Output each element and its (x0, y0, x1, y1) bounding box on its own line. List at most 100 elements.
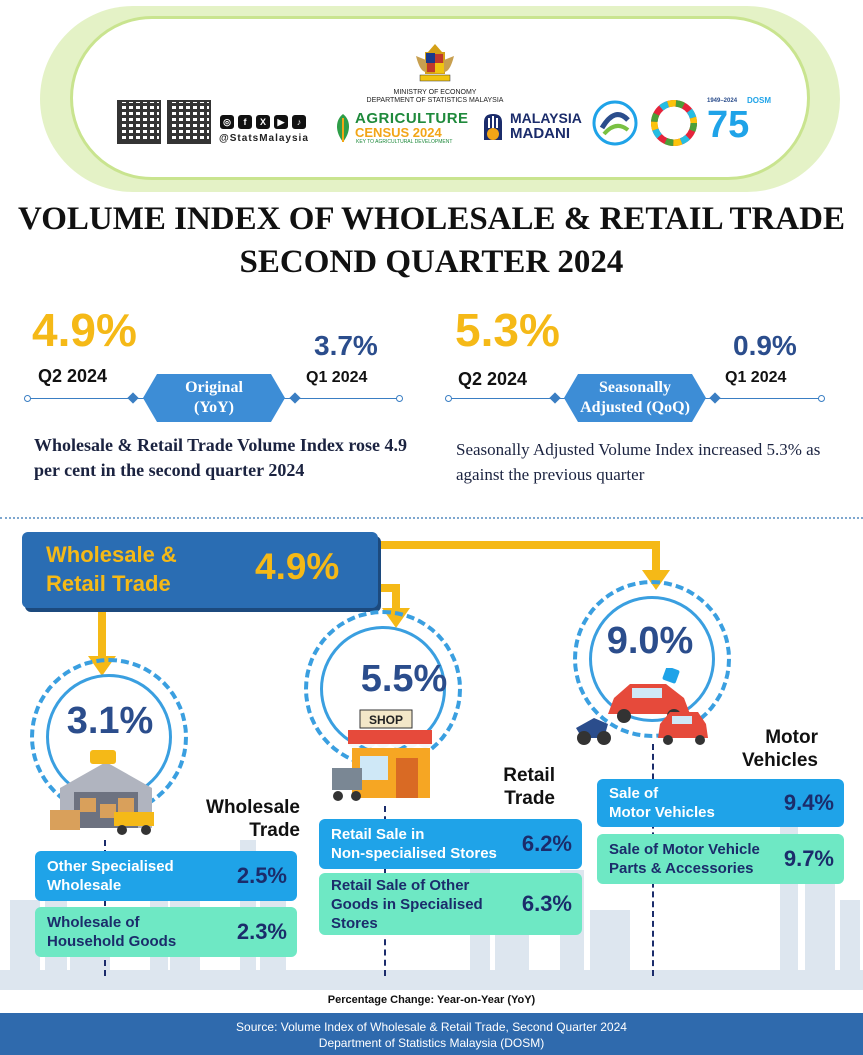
timeline-diamond (549, 392, 561, 404)
motor-ring (573, 580, 731, 738)
vehicles-icon (576, 668, 708, 745)
agriculture-census-tagline: KEY TO AGRICULTURAL DEVELOPMENT (356, 139, 453, 145)
arrow-to-motor-v (652, 541, 660, 575)
card-label-line1: Retail Sale in (331, 826, 425, 843)
card-label: Other Specialised Wholesale (47, 857, 174, 895)
seasonal-q1-label: Q1 2024 (725, 369, 787, 386)
seasonal-q1-pct: 0.9% (733, 330, 797, 361)
card-pct: 6.2% (521, 831, 572, 856)
card-pct: 9.4% (783, 790, 834, 815)
card-label-line1: Sale of Motor Vehicle (609, 841, 760, 858)
motor-name-line2: Vehicles (741, 750, 818, 771)
card-label: Retail Sale of Other Goods in Specialise… (331, 876, 483, 933)
ministry-name: MINISTRY OF ECONOMY (393, 89, 477, 96)
retail-name-line2: Trade (504, 788, 555, 809)
card-label-line2: Motor Vehicles (609, 804, 715, 821)
section-divider (0, 517, 863, 519)
footnote: Percentage Change: Year-on-Year (YoY) (327, 994, 536, 1006)
card-label: Sale of Motor Vehicles (609, 784, 715, 822)
arrow-to-retail-v (392, 584, 400, 614)
card-label-line2: Non-specialised Stores (331, 845, 497, 862)
warehouse-icon (50, 750, 154, 835)
wholesale-name-line1: Wholesale (206, 797, 300, 818)
arrow-to-wholesale (98, 608, 106, 668)
card-pct: 2.5% (236, 863, 287, 888)
youtube-icon[interactable]: ▶ (274, 115, 288, 129)
original-q2-pct: 4.9% (32, 304, 137, 356)
motor-card-parts: Sale of Motor Vehicle Parts & Accessorie… (597, 834, 844, 884)
card-label-line2: Parts & Accessories (609, 860, 754, 877)
retail-pct: 5.5% (360, 658, 448, 700)
total-label: Wholesale & Retail Trade (46, 540, 177, 598)
social-icons: ◎ f X ▶ ♪ (220, 115, 306, 129)
card-pct: 2.3% (236, 919, 287, 944)
dosm-abbr: DOSM (747, 96, 771, 105)
tiktok-icon[interactable]: ♪ (292, 115, 306, 129)
timeline-dot (396, 395, 403, 402)
sdg-wheel-logo (651, 100, 697, 146)
agriculture-census-line2: CENSUS 2024 (355, 125, 442, 140)
ministry-text: MINISTRY OF ECONOMY DEPARTMENT OF STATIS… (330, 89, 540, 105)
retail-card-non-specialised: Retail Sale in Non-specialised Stores 6.… (319, 819, 582, 869)
wholesale-card-other-specialised: Other Specialised Wholesale 2.5% (35, 851, 297, 901)
page-title-line1: VOLUME INDEX OF WHOLESALE & RETAIL TRADE (18, 201, 845, 237)
qr-code-1[interactable] (117, 100, 161, 144)
coat-of-arms-logo (416, 44, 454, 82)
seasonal-q2-pct: 5.3% (455, 304, 560, 356)
timeline-dot (818, 395, 825, 402)
card-label-line1: Other Specialised (47, 858, 174, 875)
original-badge-line1: Original (185, 379, 243, 396)
department-name: DEPARTMENT OF STATISTICS MALAYSIA (366, 97, 504, 104)
timeline-diamond (709, 392, 721, 404)
motor-pct: 9.0% (606, 620, 694, 662)
motor-card-vehicles: Sale of Motor Vehicles 9.4% (597, 779, 844, 827)
agriculture-census-line1: AGRICULTURE (355, 110, 469, 127)
dosm-emblem-logo (592, 100, 638, 146)
motor-name-line1: Motor (765, 727, 818, 748)
total-pct: 4.9% (255, 546, 340, 587)
original-q1-pct: 3.7% (314, 330, 378, 361)
total-label-line1: Wholesale & (46, 542, 177, 567)
total-wholesale-retail-box (22, 532, 378, 608)
facebook-icon[interactable]: f (238, 115, 252, 129)
seasonal-badge-line2: Adjusted (QoQ) (580, 399, 690, 416)
dosm-75-number: 75 (707, 104, 749, 145)
original-q2-label: Q2 2024 (38, 366, 108, 386)
card-pct: 6.3% (521, 891, 572, 916)
instagram-icon[interactable]: ◎ (220, 115, 234, 129)
madani-line2: MADANI (510, 125, 570, 142)
retail-name: Retail Trade (440, 764, 555, 810)
wholesale-pct: 3.1% (66, 700, 154, 742)
arrow-to-motor-h (378, 541, 660, 549)
card-label-line2: Goods in Specialised (331, 895, 483, 913)
wholesale-name-line2: Trade (249, 820, 300, 841)
footer-source: Source: Volume Index of Wholesale & Reta… (236, 1020, 627, 1034)
seasonal-description: Seasonally Adjusted Volume Index increas… (456, 440, 821, 484)
wholesale-card-household-goods: Wholesale of Household Goods 2.3% (35, 907, 297, 957)
retail-card-specialised: Retail Sale of Other Goods in Specialise… (319, 873, 582, 935)
seasonal-badge-line1: Seasonally (598, 379, 671, 396)
card-label-line1: Retail Sale of Other (331, 876, 470, 894)
card-label: Sale of Motor Vehicle Parts & Accessorie… (609, 840, 760, 878)
timeline-dot (24, 395, 31, 402)
timeline-diamond (289, 392, 301, 404)
original-yoy-badge: Original (YoY) (143, 374, 285, 422)
timeline-diamond (127, 392, 139, 404)
madani-line1: MALAYSIA (510, 110, 582, 126)
original-badge-line2: (YoY) (194, 399, 234, 416)
seasonal-q2-label: Q2 2024 (458, 369, 528, 389)
page-title-line2: SECOND QUARTER 2024 (239, 244, 624, 280)
card-label-line1: Wholesale of (47, 914, 140, 931)
card-pct: 9.7% (783, 846, 834, 871)
header-banner-inner (70, 16, 810, 180)
x-icon[interactable]: X (256, 115, 270, 129)
timeline-dot (445, 395, 452, 402)
dosm-years: 1949–2024 (707, 98, 738, 104)
card-label-line2: Household Goods (47, 933, 177, 950)
qr-code-2[interactable] (167, 100, 211, 144)
malaysia-madani-logo (484, 114, 502, 140)
footer: Source: Volume Index of Wholesale & Reta… (0, 1013, 863, 1055)
agriculture-leaf-icon (337, 114, 349, 142)
card-label: Wholesale of Household Goods (47, 913, 176, 951)
dosm-75-anniversary-logo: 1949–2024 DOSM 75 (707, 96, 771, 145)
